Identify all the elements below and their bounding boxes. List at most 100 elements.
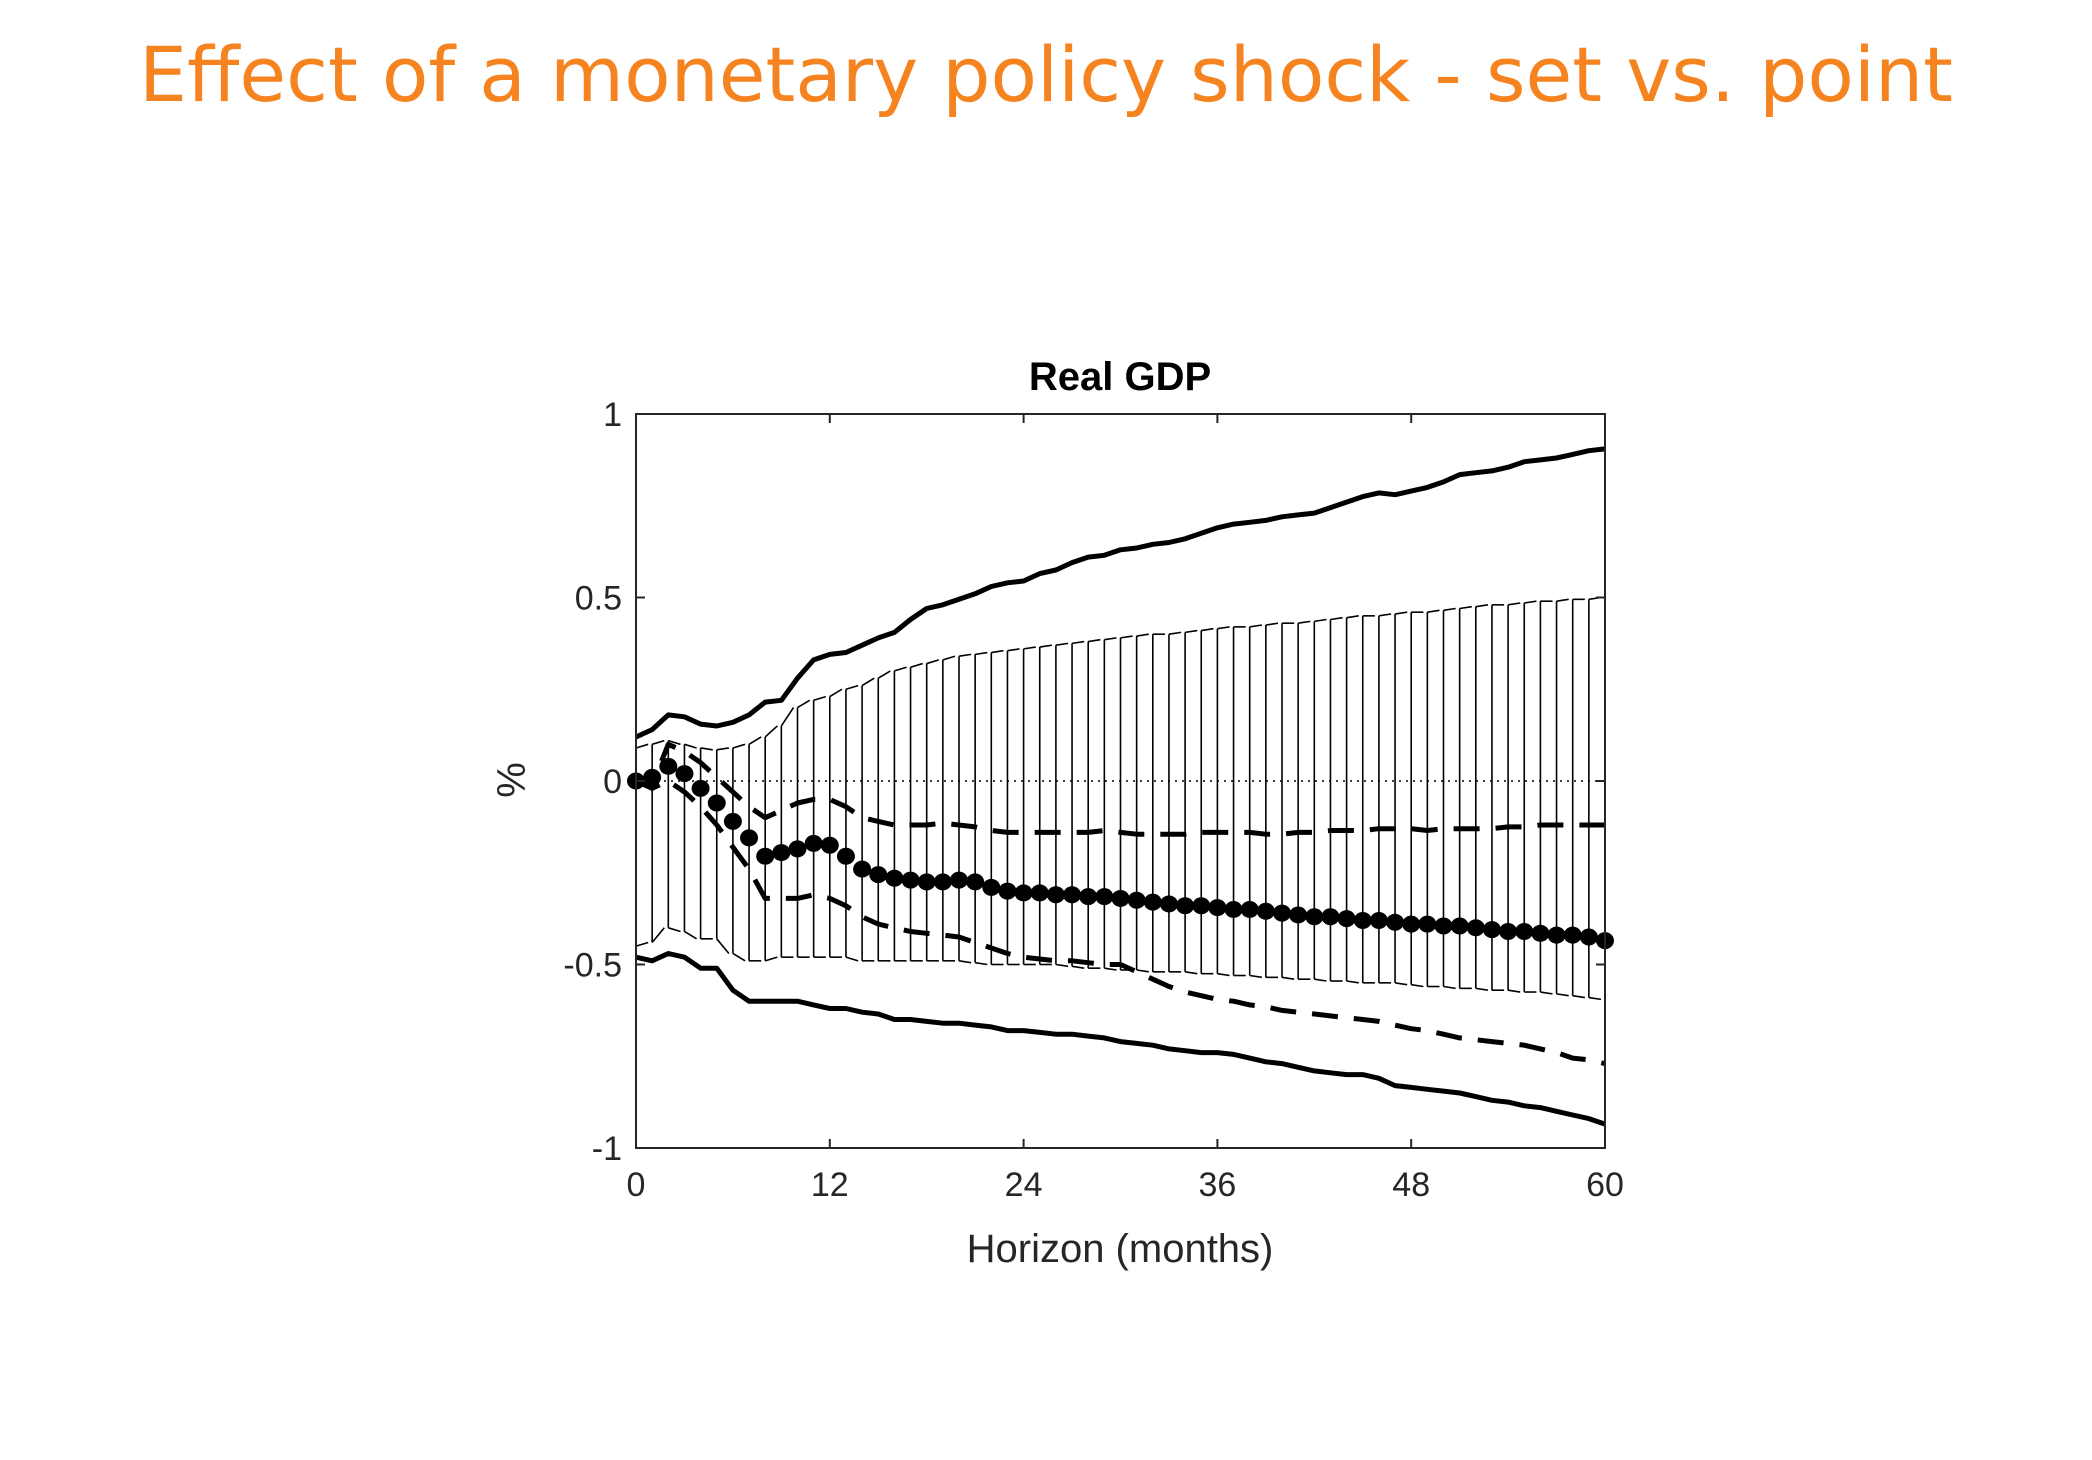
x-tick-label: 24: [1005, 1166, 1043, 1204]
set-bar-cap-bottom: [1071, 965, 1085, 969]
point-estimate-dot: [691, 779, 710, 797]
plot-area: 0 12 24 36 48 60 1 0.5 0 -0.5 -1: [563, 396, 1624, 1204]
inner-band-upper-line: [635, 741, 1605, 837]
point-estimate-dot: [1256, 902, 1275, 920]
point-estimate-dot: [917, 873, 936, 891]
set-bar-cap-top: [1475, 604, 1489, 608]
set-bar-cap-top: [942, 655, 956, 661]
set-bar-cap-top: [1330, 616, 1343, 621]
point-estimate-dot: [1547, 926, 1566, 944]
set-bar-cap-top: [1298, 620, 1311, 624]
set-bar-cap-top: [716, 747, 730, 751]
point-estimate-dot: [1079, 888, 1098, 906]
point-estimate-dot: [869, 866, 888, 884]
point-estimate-dot: [836, 847, 855, 865]
set-bar-cap-bottom: [1136, 969, 1149, 973]
set-bar-cap-top: [1459, 605, 1472, 610]
set-bar-cap-bottom: [1314, 978, 1327, 982]
point-estimate-dot: [1499, 922, 1518, 940]
set-bar-cap-top: [780, 707, 795, 727]
point-estimate-dot: [966, 873, 985, 891]
x-tick-label: 12: [811, 1166, 849, 1204]
set-bar-cap-top: [910, 662, 923, 668]
point-estimate-dot: [1111, 889, 1130, 907]
point-estimate-dot: [1030, 884, 1049, 902]
set-bar-cap-top: [1378, 613, 1392, 617]
point-estimate-dot: [820, 836, 839, 854]
set-bar-cap-bottom: [1346, 980, 1359, 984]
set-bar-cap-top: [1314, 618, 1327, 623]
set-bar-cap-bottom: [1411, 983, 1424, 988]
point-estimate-dot: [1353, 911, 1372, 929]
x-axis-label: Horizon (months): [967, 1227, 1274, 1271]
point-estimate-dot: [1337, 910, 1356, 928]
set-bar-cap-bottom: [1104, 967, 1117, 971]
point-estimate-dot: [1305, 908, 1324, 926]
set-bar-cap-top: [1507, 602, 1521, 606]
point-estimate-dot: [1450, 917, 1469, 935]
point-estimate-dot: [1176, 897, 1195, 915]
set-bar-cap-top: [1023, 646, 1036, 650]
set-bar-cap-top: [958, 653, 972, 658]
point-estimate-dot: [1482, 921, 1501, 939]
outer-band-lower-line: [635, 951, 1606, 1127]
point-estimate-dot: [1143, 893, 1162, 911]
set-bar-cap-top: [1524, 600, 1537, 604]
y-axis-label: %: [490, 762, 534, 798]
set-bar-cap-top: [975, 651, 988, 656]
x-tick-label: 60: [1586, 1166, 1624, 1204]
set-bar-cap-top: [651, 739, 665, 746]
set-bar-cap-bottom: [1556, 993, 1569, 997]
set-bar-cap-top: [1249, 624, 1262, 628]
point-estimate-dot: [1579, 928, 1598, 946]
point-estimate-dot: [1159, 895, 1178, 913]
set-bar-cap-bottom: [651, 927, 665, 943]
point-estimate-dot: [723, 812, 742, 830]
point-estimate-dot: [1418, 915, 1437, 933]
set-bar-cap-bottom: [1540, 991, 1553, 995]
point-estimate-dot: [1095, 888, 1114, 906]
set-bar-cap-top: [877, 670, 891, 679]
point-estimate-dot: [853, 860, 872, 878]
point-estimate-dot: [1289, 906, 1308, 924]
set-bar-cap-bottom: [1281, 976, 1295, 980]
set-bar-cap-bottom: [716, 938, 730, 955]
y-tick-label: 0.5: [575, 580, 622, 618]
point-estimate-dot: [1046, 886, 1065, 904]
set-bar-cap-top: [1055, 642, 1069, 647]
point-estimate-dot: [1224, 900, 1243, 918]
point-estimate-dot: [772, 844, 791, 862]
set-bar-cap-bottom: [1184, 971, 1198, 975]
point-estimate-dot: [788, 840, 807, 858]
chart-title: Real GDP: [1029, 355, 1211, 399]
outer-band-upper-line: [634, 446, 1606, 740]
point-estimate-dot: [659, 757, 678, 775]
set-bar-cap-bottom: [668, 927, 681, 933]
y-tick-label: 0: [603, 763, 622, 801]
set-bar-cap-bottom: [1475, 987, 1489, 991]
point-estimate-dot: [1273, 904, 1291, 922]
set-bar-cap-top: [700, 747, 713, 751]
set-bar-cap-top: [732, 743, 746, 749]
point-estimate-dot: [982, 878, 1001, 896]
point-estimate-dot: [1386, 913, 1405, 931]
point-estimate-dot: [933, 873, 952, 891]
set-bar-cap-bottom: [1217, 972, 1230, 977]
set-bar-cap-top: [861, 677, 875, 687]
set-bar-cap-bottom: [684, 930, 698, 940]
set-bar-cap-top: [813, 695, 827, 702]
set-bar-cap-top: [894, 666, 907, 672]
y-tick-label: 1: [603, 396, 622, 434]
set-bar-cap-top: [1346, 615, 1359, 619]
set-bar-cap-top: [1136, 633, 1149, 637]
set-bar-cap-bottom: [1055, 963, 1069, 968]
set-bar-cap-top: [926, 659, 940, 665]
set-bar-cap-bottom: [1394, 982, 1408, 986]
point-estimate-dot: [1369, 911, 1388, 929]
set-bar-cap-top: [1184, 629, 1198, 634]
set-bar-cap-top: [1168, 631, 1182, 635]
set-bar-cap-bottom: [958, 960, 972, 964]
set-bar-cap-bottom: [732, 952, 746, 962]
point-estimate-dot: [885, 869, 904, 887]
